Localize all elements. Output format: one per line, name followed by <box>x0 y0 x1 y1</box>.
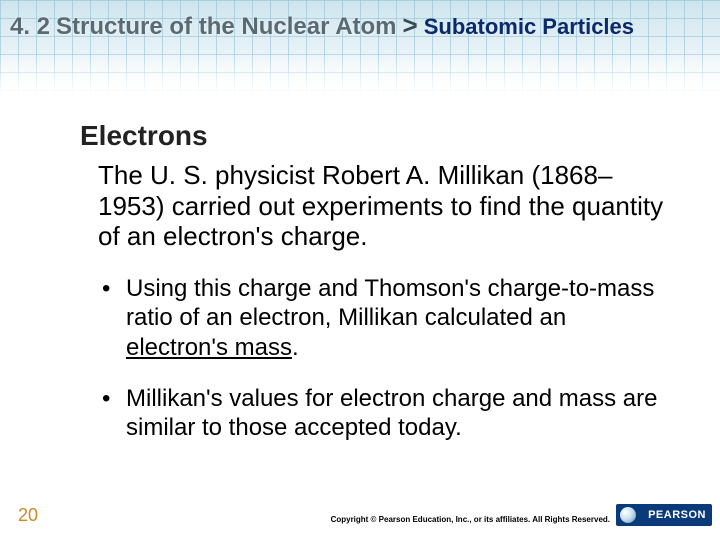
breadcrumb-separator: > <box>403 10 418 41</box>
bullet-text-pre: Using this charge and Thomson's charge-t… <box>126 275 654 331</box>
list-item: Millikan's values for electron charge an… <box>98 384 670 443</box>
bullet-text-pre: Millikan's values for electron charge an… <box>126 385 658 441</box>
section-subtitle: Subatomic Particles <box>424 14 634 40</box>
slide: 4. 2 Structure of the Nuclear Atom > Sub… <box>0 0 720 540</box>
slide-content: Electrons The U. S. physicist Robert A. … <box>80 120 670 464</box>
bullet-text-post: . <box>292 334 299 361</box>
section-number: 4. 2 <box>10 13 50 41</box>
section-title: Structure of the Nuclear Atom <box>56 13 397 41</box>
page-number: 20 <box>18 505 38 526</box>
pearson-logo-text: PEARSON <box>648 509 706 521</box>
slide-footer: 20 Copyright © Pearson Education, Inc., … <box>0 506 720 530</box>
globe-icon <box>620 507 636 523</box>
list-item: Using this charge and Thomson's charge-t… <box>98 274 670 362</box>
pearson-logo: PEARSON <box>616 504 712 526</box>
slide-header: 4. 2 Structure of the Nuclear Atom > Sub… <box>10 10 710 41</box>
lead-paragraph: The U. S. physicist Robert A. Millikan (… <box>98 160 670 252</box>
bullet-list: Using this charge and Thomson's charge-t… <box>98 274 670 442</box>
bullet-text-underline: electron's mass <box>126 334 292 361</box>
content-heading: Electrons <box>80 120 670 152</box>
copyright-text: Copyright © Pearson Education, Inc., or … <box>331 515 610 524</box>
